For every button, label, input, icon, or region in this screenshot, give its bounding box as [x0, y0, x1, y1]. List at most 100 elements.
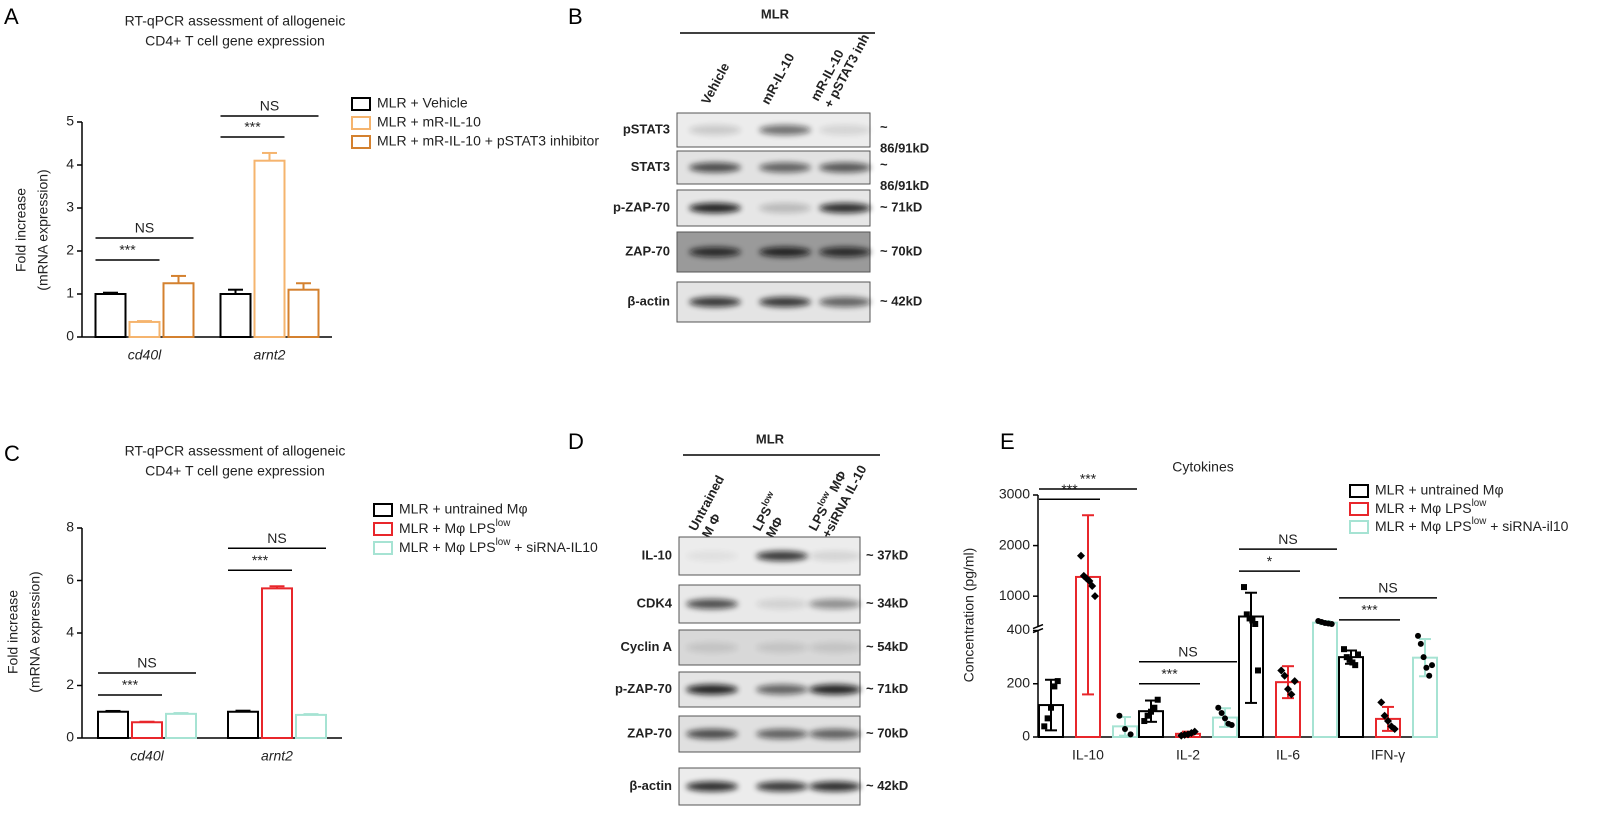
text-segment: MLR + Mφ LPS [1375, 500, 1472, 516]
data-point [1141, 718, 1148, 725]
significance-label: NS [260, 98, 279, 114]
significance-label: *** [244, 119, 261, 135]
y-axis-label: Fold increase [13, 188, 29, 272]
lane-label: LPSlow MΦ+siRNA IL-10 [804, 455, 870, 541]
data-point [1328, 620, 1335, 627]
data-point [1429, 662, 1435, 669]
data-point [1222, 715, 1228, 722]
data-point [1417, 640, 1424, 647]
y-tick-label: 4 [66, 624, 74, 640]
legend-swatch [373, 541, 393, 555]
blot-band [689, 162, 741, 173]
row-label: ZAP-70 [625, 243, 670, 258]
blot-band [756, 599, 808, 609]
significance-label: NS [135, 220, 154, 236]
row-label: pSTAT3 [623, 121, 670, 136]
y-tick-label: 5 [66, 113, 74, 129]
text-segment: mR-IL-10 [758, 51, 797, 107]
blot-band [809, 599, 861, 609]
bar [287, 288, 320, 339]
lane-label-text: LPSlow MΦ+siRNA IL-10 [804, 455, 870, 541]
blot-band [756, 729, 808, 739]
x-tick-label: arnt2 [261, 748, 293, 764]
size-label: ~ 34kD [866, 595, 908, 610]
legend-label: MLR + mR-IL-10 [377, 114, 481, 130]
row-label: CDK4 [637, 595, 673, 610]
data-point [1091, 592, 1099, 601]
data-point [1384, 717, 1392, 726]
data-point [1355, 651, 1361, 658]
lane-label-text: LPSlowMΦ [748, 489, 796, 541]
blot-band [686, 729, 738, 739]
lane-label: Vehicle [698, 60, 732, 107]
data-point [1228, 722, 1235, 729]
x-tick-label: IL-10 [1072, 747, 1104, 763]
legend-swatch [373, 503, 393, 517]
chart-title: Cytokines [1172, 459, 1233, 475]
blot-band [686, 684, 738, 695]
panel-letter: B [568, 4, 583, 29]
bar [131, 721, 163, 739]
row-label: β-actin [629, 778, 672, 793]
data-point [1077, 551, 1085, 560]
data-point [1144, 712, 1151, 719]
blot-band [819, 203, 871, 213]
lane-label: LPSlowMΦ [748, 489, 796, 541]
lane-label-text: UntrainedM Φ [686, 473, 741, 541]
legend-label: MLR + Mφ LPSlow + siRNA-IL10 [399, 537, 598, 555]
superscript: low [1472, 516, 1488, 527]
lane-label-text: mR-IL-10 [758, 51, 797, 107]
blot-band [756, 781, 808, 792]
blot-band [809, 684, 861, 695]
text-segment: Vehicle [698, 60, 732, 107]
blot-band [759, 203, 811, 213]
size-label: ~ 42kD [866, 778, 908, 793]
blot-band [819, 297, 871, 307]
legend-label: MLR + Mφ LPSlow + siRNA-il10 [1375, 516, 1569, 534]
significance-label: *** [119, 242, 136, 258]
y-tick-label: 1000 [999, 587, 1030, 603]
bar [219, 293, 252, 338]
bar-chart: RT-qPCR assessment of allogeneic CD4+ T c… [13, 13, 600, 363]
data-point [1390, 725, 1399, 734]
text-segment: MLR + Mφ LPS [399, 539, 496, 555]
size-label: ~ 70kD [866, 725, 908, 740]
legend-swatch [351, 97, 371, 111]
superscript: low [496, 518, 512, 529]
text-segment: MLR + Mφ LPS [1375, 518, 1472, 534]
y-tick-label: 0 [66, 328, 74, 344]
significance-label: *** [252, 552, 269, 568]
blot-band [689, 125, 741, 135]
data-point [1380, 711, 1389, 720]
blot-header: MLR [761, 6, 790, 21]
western-blot: MLR Vehicle mR-IL-10 mR-IL-10+ pSTAT3 inh pS… [613, 6, 929, 323]
data-point [1151, 704, 1158, 711]
blot-band [756, 642, 808, 653]
data-point [1088, 582, 1097, 591]
legend-label: MLR + Mφ LPSlow [1375, 498, 1487, 516]
superscript: low [760, 489, 776, 508]
bar [94, 293, 127, 338]
significance-label: NS [1278, 531, 1297, 547]
bar [162, 282, 195, 338]
row-label: p-ZAP-70 [613, 199, 670, 214]
blot-header: MLR [756, 431, 785, 446]
data-point [1352, 662, 1359, 669]
axis-break [1032, 623, 1044, 630]
data-point [1255, 667, 1261, 674]
size-label: 86/91kD [880, 178, 929, 193]
blot-band [759, 162, 811, 173]
blot-band [759, 247, 811, 257]
data-point [1252, 620, 1259, 627]
x-tick-label: IL-6 [1276, 747, 1300, 763]
blot-band [686, 642, 738, 653]
significance-label: *** [1361, 602, 1378, 618]
significance-label: NS [137, 655, 156, 671]
significance-label: *** [1161, 665, 1178, 681]
size-label: ~ 42kD [880, 293, 922, 308]
blot-band [689, 297, 741, 307]
bar [165, 712, 197, 739]
data-point [1426, 672, 1433, 679]
data-point [1041, 723, 1048, 730]
